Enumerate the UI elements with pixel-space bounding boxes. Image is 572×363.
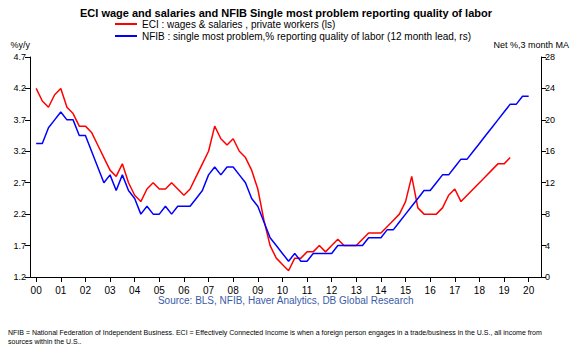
svg-text:00: 00 — [31, 285, 43, 296]
svg-text:Net %,3 month MA: Net %,3 month MA — [493, 40, 569, 50]
svg-text:Source: BLS, NFIB, Haver Analy: Source: BLS, NFIB, Haver Analytics, DB G… — [158, 295, 414, 306]
svg-text:17: 17 — [449, 285, 461, 296]
svg-text:16: 16 — [545, 146, 555, 156]
svg-text:NFIB : single most problem,% r: NFIB : single most problem,% reporting q… — [142, 31, 471, 42]
svg-text:3.2: 3.2 — [13, 146, 26, 156]
svg-text:09: 09 — [252, 285, 264, 296]
svg-text:4.7: 4.7 — [13, 52, 26, 62]
svg-text:02: 02 — [80, 285, 92, 296]
svg-text:20: 20 — [523, 285, 535, 296]
svg-text:14: 14 — [375, 285, 387, 296]
svg-text:4: 4 — [545, 241, 550, 251]
svg-text:12: 12 — [326, 285, 338, 296]
svg-text:01: 01 — [55, 285, 67, 296]
svg-text:05: 05 — [154, 285, 166, 296]
svg-text:04: 04 — [129, 285, 141, 296]
svg-text:08: 08 — [228, 285, 240, 296]
svg-text:NFIB = National Federation of: NFIB = National Federation of Independen… — [8, 329, 544, 337]
svg-text:1.2: 1.2 — [13, 272, 26, 282]
svg-text:16: 16 — [425, 285, 437, 296]
svg-text:ECI : wages & salaries , priva: ECI : wages & salaries , private workers… — [142, 19, 335, 30]
svg-text:13: 13 — [351, 285, 363, 296]
svg-text:sources within the U.S..: sources within the U.S.. — [8, 338, 82, 345]
svg-text:0: 0 — [545, 272, 550, 282]
svg-text:07: 07 — [203, 285, 215, 296]
svg-text:1.7: 1.7 — [13, 241, 26, 251]
svg-text:8: 8 — [545, 209, 550, 219]
svg-text:3.7: 3.7 — [13, 115, 26, 125]
svg-text:2.7: 2.7 — [13, 178, 26, 188]
svg-text:10: 10 — [277, 285, 289, 296]
svg-text:06: 06 — [178, 285, 190, 296]
svg-text:11: 11 — [302, 285, 313, 296]
svg-text:18: 18 — [474, 285, 486, 296]
svg-text:28: 28 — [545, 52, 555, 62]
svg-text:ECI wage and salaries and NFIB: ECI wage and salaries and NFIB Single mo… — [80, 7, 493, 19]
svg-text:%y/y: %y/y — [10, 40, 30, 50]
svg-text:12: 12 — [545, 178, 555, 188]
svg-text:4.2: 4.2 — [13, 83, 26, 93]
svg-text:24: 24 — [545, 83, 555, 93]
svg-text:20: 20 — [545, 115, 555, 125]
svg-text:03: 03 — [104, 285, 116, 296]
svg-text:19: 19 — [498, 285, 510, 296]
svg-text:2.2: 2.2 — [13, 209, 26, 219]
svg-text:15: 15 — [400, 285, 412, 296]
